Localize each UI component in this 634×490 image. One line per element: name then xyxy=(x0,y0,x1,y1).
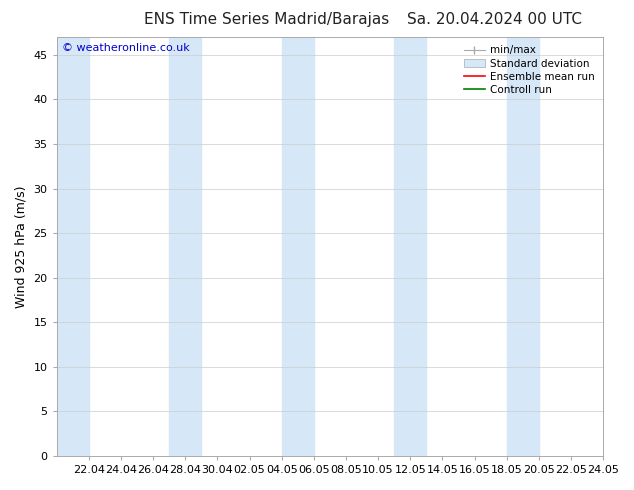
Bar xyxy=(56,37,89,456)
Text: Sa. 20.04.2024 00 UTC: Sa. 20.04.2024 00 UTC xyxy=(407,12,582,27)
Bar xyxy=(507,37,539,456)
Text: ENS Time Series Madrid/Barajas: ENS Time Series Madrid/Barajas xyxy=(144,12,389,27)
Text: © weatheronline.co.uk: © weatheronline.co.uk xyxy=(62,43,190,53)
Bar xyxy=(394,37,426,456)
Y-axis label: Wind 925 hPa (m/s): Wind 925 hPa (m/s) xyxy=(15,185,28,308)
Bar xyxy=(169,37,202,456)
Bar xyxy=(281,37,314,456)
Legend: min/max, Standard deviation, Ensemble mean run, Controll run: min/max, Standard deviation, Ensemble me… xyxy=(461,42,598,98)
